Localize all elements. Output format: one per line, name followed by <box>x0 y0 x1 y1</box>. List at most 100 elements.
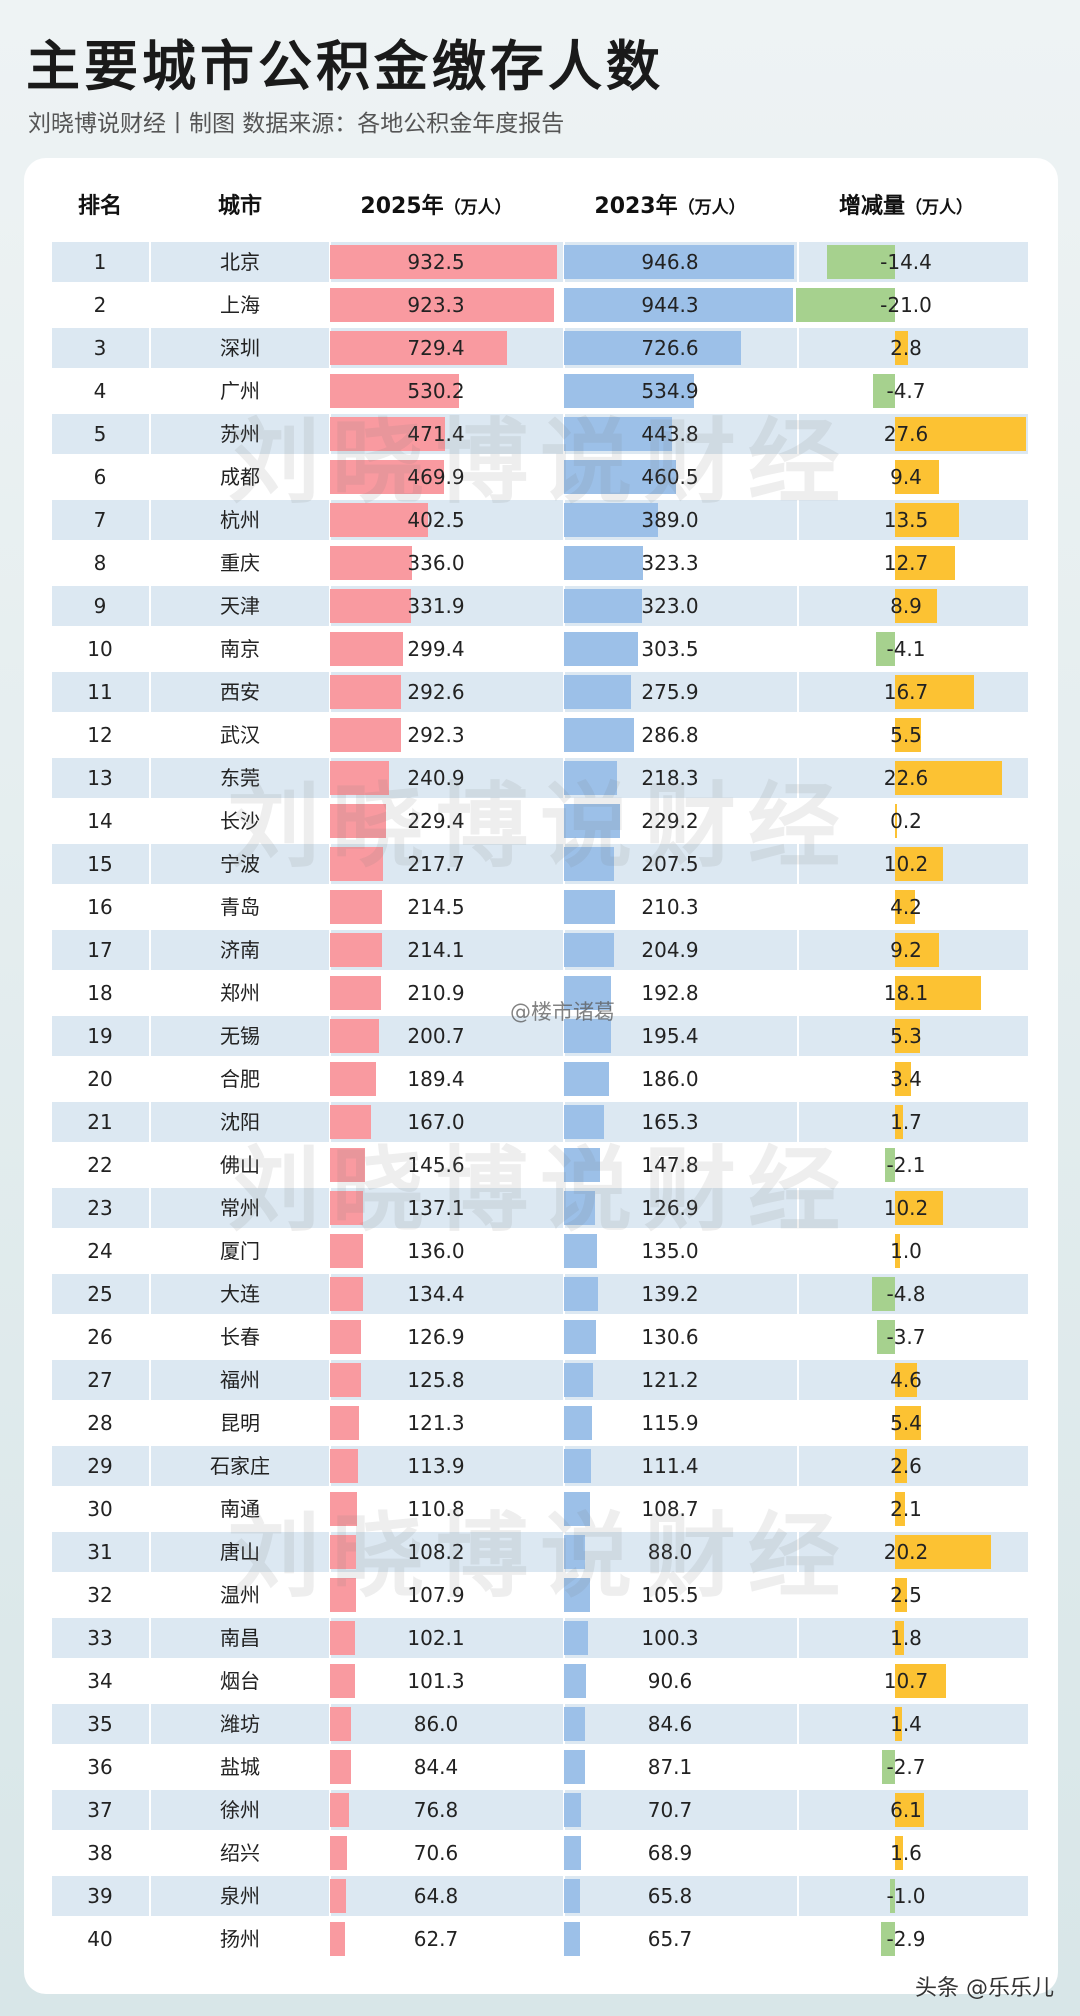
cell-city: 合肥 <box>220 1067 260 1091</box>
cell-rank: 22 <box>87 1153 113 1177</box>
bar-2025 <box>330 1277 363 1311</box>
cell-rank: 37 <box>87 1798 113 1822</box>
bar-2025 <box>330 1836 348 1870</box>
cell-change: 3.4 <box>890 1067 922 1091</box>
cell-2025: 932.5 <box>407 250 465 274</box>
bar-2025 <box>330 460 445 494</box>
bar-2023 <box>564 1363 594 1397</box>
cell-2023: 192.8 <box>641 981 699 1005</box>
table-row: 33 南昌 102.1 100.3 1.8 <box>52 1618 1028 1658</box>
cell-rank: 11 <box>87 680 113 704</box>
bar-2025 <box>330 1406 360 1440</box>
bar-2025 <box>330 1879 346 1913</box>
bar-2025 <box>330 1922 346 1956</box>
cell-rank: 29 <box>87 1454 113 1478</box>
cell-change: 4.6 <box>890 1368 922 1392</box>
bar-2025 <box>330 1793 349 1827</box>
table-row: 23 常州 137.1 126.9 10.2 <box>52 1188 1028 1228</box>
header-city: 城市 <box>217 194 263 219</box>
column-divider <box>149 543 151 583</box>
cell-2023: 204.9 <box>641 938 699 962</box>
cell-city: 北京 <box>220 250 260 274</box>
cell-change: 12.7 <box>883 551 929 575</box>
cell-rank: 10 <box>87 637 113 661</box>
cell-2025: 76.8 <box>413 1798 459 1822</box>
cell-city: 南昌 <box>220 1626 260 1650</box>
bar-change-decrease <box>872 374 895 408</box>
cell-rank: 28 <box>87 1411 113 1435</box>
cell-rank: 24 <box>87 1239 113 1263</box>
cell-city: 徐州 <box>220 1798 260 1822</box>
cell-city: 长沙 <box>220 809 260 833</box>
bar-change-increase <box>895 1707 902 1741</box>
cell-rank: 35 <box>87 1712 113 1736</box>
column-divider <box>149 801 151 841</box>
cell-2023: 108.7 <box>641 1497 699 1521</box>
cell-2025: 64.8 <box>413 1884 459 1908</box>
bar-change-increase <box>895 1019 921 1053</box>
bar-2023 <box>564 1621 589 1655</box>
column-divider <box>797 715 799 755</box>
column-divider <box>797 930 799 970</box>
cell-2025: 84.4 <box>413 1755 459 1779</box>
table-row: 1 北京 932.5 946.8 -14.4 <box>52 242 1028 282</box>
cell-rank: 39 <box>87 1884 113 1908</box>
bar-change-decrease <box>872 1277 895 1311</box>
chart-title: 主要城市公积金缴存人数 <box>26 34 664 98</box>
cell-change: 9.4 <box>890 465 922 489</box>
column-divider <box>797 1618 799 1658</box>
cell-city: 武汉 <box>220 723 260 747</box>
cell-rank: 18 <box>87 981 113 1005</box>
cell-change: 1.0 <box>890 1239 922 1263</box>
cell-rank: 19 <box>87 1024 113 1048</box>
cell-2025: 134.4 <box>407 1282 465 1306</box>
bar-2023 <box>564 632 638 666</box>
table-row: 8 重庆 336.0 323.3 12.7 <box>52 543 1028 583</box>
table-row: 13 东莞 240.9 218.3 22.6 <box>52 758 1028 798</box>
bar-2023 <box>564 1277 598 1311</box>
bar-2023 <box>564 288 794 322</box>
cell-2025: 530.2 <box>407 379 465 403</box>
table-row: 39 泉州 64.8 65.8 -1.0 <box>52 1876 1028 1916</box>
cell-rank: 5 <box>93 422 107 446</box>
column-divider <box>797 1188 799 1228</box>
cell-2023: 105.5 <box>641 1583 699 1607</box>
cell-2025: 292.3 <box>407 723 465 747</box>
bar-2023 <box>564 331 741 365</box>
bar-2023 <box>564 503 659 537</box>
header-2025-label: 2025年 <box>360 194 444 219</box>
table-card <box>24 158 1058 1994</box>
cell-2025: 145.6 <box>407 1153 465 1177</box>
cell-rank: 32 <box>87 1583 113 1607</box>
cell-2025: 137.1 <box>407 1196 465 1220</box>
column-divider <box>149 1661 151 1701</box>
bar-2025 <box>330 1578 357 1612</box>
column-divider <box>149 1790 151 1830</box>
cell-change: -4.7 <box>886 379 926 403</box>
cell-2023: 323.0 <box>641 594 699 618</box>
source-tag: 头条 @乐乐儿 <box>915 1976 1054 2001</box>
cell-2023: 946.8 <box>641 250 699 274</box>
bar-2023 <box>564 374 694 408</box>
cell-2023: 303.5 <box>641 637 699 661</box>
cell-2025: 107.9 <box>407 1583 465 1607</box>
table-row: 30 南通 110.8 108.7 2.1 <box>52 1489 1028 1529</box>
cell-change: -4.1 <box>886 637 926 661</box>
cell-city: 天津 <box>220 594 260 618</box>
cell-change: 18.1 <box>883 981 929 1005</box>
cell-2023: 65.8 <box>647 1884 693 1908</box>
table-row: 29 石家庄 113.9 111.4 2.6 <box>52 1446 1028 1486</box>
header-change-label: 增减量 <box>838 194 906 219</box>
column-divider <box>149 1446 151 1486</box>
column-divider <box>797 1403 799 1443</box>
cell-2025: 331.9 <box>407 594 465 618</box>
column-divider <box>797 844 799 884</box>
cell-2023: 218.3 <box>641 766 699 790</box>
cell-change: 27.6 <box>883 422 929 446</box>
bar-2023 <box>564 1578 590 1612</box>
bar-change-decrease <box>881 1922 895 1956</box>
cell-rank: 13 <box>87 766 113 790</box>
cell-2025: 101.3 <box>407 1669 465 1693</box>
cell-change: 2.6 <box>890 1454 922 1478</box>
table-row: 34 烟台 101.3 90.6 10.7 <box>52 1661 1028 1701</box>
